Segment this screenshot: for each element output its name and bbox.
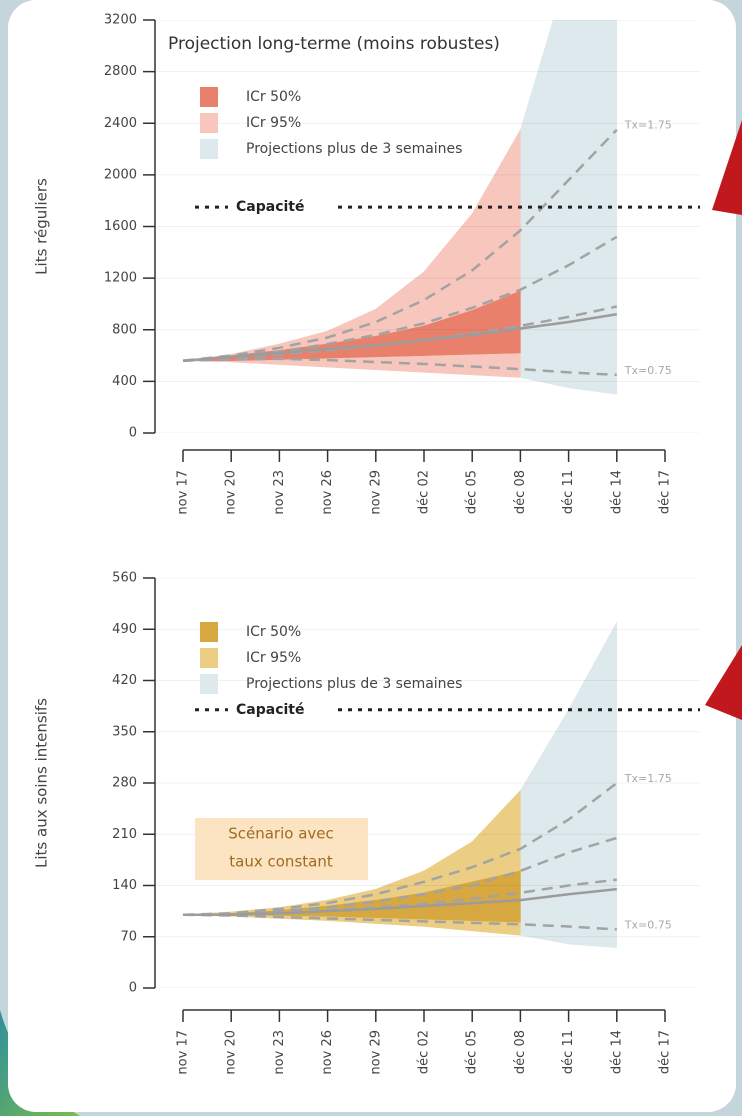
y-tick-label: 420: [112, 673, 137, 688]
capacity-label: Capacité: [236, 702, 304, 718]
y-tick-label: 2400: [104, 116, 137, 131]
y-tick-label: 1600: [104, 219, 137, 234]
y-axis-label: Lits réguliers: [33, 178, 51, 275]
legend-swatch: [200, 674, 218, 694]
chart-title: Projection long-terme (moins robustes): [168, 34, 500, 54]
line-label: Tx=0.75: [624, 918, 672, 931]
y-axis-label: Lits aux soins intensifs: [33, 698, 51, 868]
line-label: Tx=1.75: [624, 119, 672, 132]
y-tick-label: 2800: [104, 64, 137, 79]
x-tick-label: nov 29: [368, 470, 383, 515]
x-tick-label: nov 26: [320, 1030, 335, 1075]
x-tick-label: déc 08: [513, 1030, 528, 1074]
x-tick-label: déc 14: [609, 470, 624, 514]
y-tick-label: 800: [112, 322, 137, 337]
y-tick-label: 1200: [104, 271, 137, 286]
y-tick-label: 70: [120, 929, 137, 944]
y-tick-label: 0: [129, 426, 137, 441]
legend-swatch: [200, 87, 218, 107]
legend-label: ICr 50%: [246, 89, 301, 105]
legend-label: ICr 95%: [246, 115, 301, 131]
annotation-text: Scénario avec: [228, 825, 334, 843]
y-tick-label: 560: [112, 571, 137, 586]
scenario-line: [182, 782, 618, 917]
x-tick-label: nov 23: [272, 1030, 287, 1075]
x-tick-label: déc 17: [658, 1030, 673, 1074]
y-tick-label: 3200: [104, 13, 137, 28]
marker-arrow: [705, 645, 742, 720]
x-tick-label: déc 05: [465, 470, 480, 514]
y-tick-label: 280: [112, 776, 137, 791]
legend-swatch: [200, 648, 218, 668]
x-tick-label: nov 26: [320, 470, 335, 515]
x-tick-label: nov 17: [176, 1030, 191, 1075]
x-tick-label: déc 02: [417, 1030, 432, 1074]
legend-label: ICr 50%: [246, 624, 301, 640]
y-tick-label: 490: [112, 622, 137, 637]
legend-swatch: [200, 113, 218, 133]
scenario-line: [182, 357, 617, 377]
scenario-line: [182, 128, 618, 362]
x-tick-label: déc 11: [561, 1030, 576, 1074]
y-tick-label: 140: [112, 878, 137, 893]
y-tick-label: 2000: [104, 167, 137, 182]
legend-swatch: [200, 622, 218, 642]
legend-swatch: [200, 139, 218, 159]
line-label: Tx=1.75: [624, 772, 672, 785]
legend-label: Projections plus de 3 semaines: [246, 141, 462, 157]
annotation-box: [195, 818, 368, 880]
capacity-label: Capacité: [236, 199, 304, 215]
marker-arrow: [712, 120, 742, 215]
x-tick-label: nov 23: [272, 470, 287, 515]
y-tick-label: 350: [112, 724, 137, 739]
scenario-line: [182, 313, 617, 362]
legend-label: Projections plus de 3 semaines: [246, 676, 462, 692]
x-tick-label: déc 14: [609, 1030, 624, 1074]
x-tick-label: déc 02: [417, 470, 432, 514]
x-tick-label: déc 08: [513, 470, 528, 514]
x-tick-label: déc 11: [561, 470, 576, 514]
scenario-line: [182, 913, 617, 931]
legend-label: ICr 95%: [246, 650, 301, 666]
x-tick-label: nov 29: [368, 1030, 383, 1075]
annotation-text: taux constant: [229, 853, 333, 871]
y-tick-label: 0: [129, 981, 137, 996]
x-tick-label: déc 17: [658, 470, 673, 514]
y-tick-label: 400: [112, 374, 137, 389]
plot-area: [155, 578, 700, 988]
x-tick-label: nov 20: [224, 470, 239, 515]
y-tick-label: 210: [112, 827, 137, 842]
scenario-line: [183, 887, 617, 917]
plot-area: [155, 20, 700, 433]
x-tick-label: nov 20: [224, 1030, 239, 1075]
x-tick-label: nov 17: [176, 470, 191, 515]
band-segment: [568, 20, 618, 395]
band-segment: [568, 621, 618, 949]
x-tick-label: déc 05: [465, 1030, 480, 1074]
line-label: Tx=0.75: [624, 364, 672, 377]
